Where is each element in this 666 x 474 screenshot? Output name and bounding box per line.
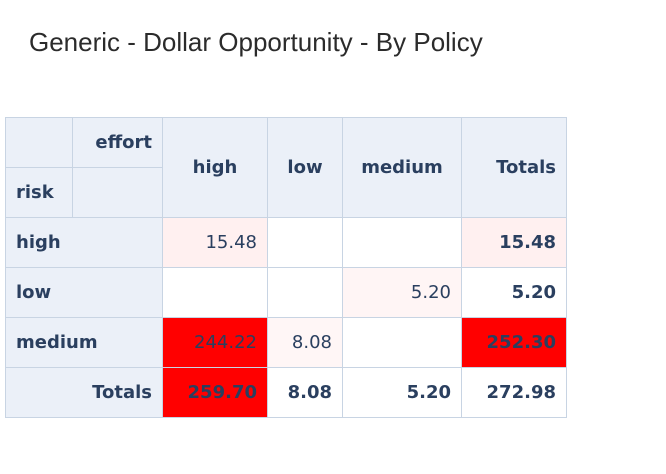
row-field: risk — [5, 167, 73, 218]
cell — [162, 267, 268, 318]
cell: 272.98 — [461, 367, 567, 418]
cell — [267, 217, 343, 268]
header-row: effort high low medium Totals — [5, 117, 567, 218]
table-row: high 15.48 15.48 — [5, 217, 567, 268]
cell: 5.20 — [342, 267, 462, 318]
header-row: risk — [5, 167, 567, 218]
cell: 15.48 — [461, 217, 567, 268]
cell — [342, 317, 462, 368]
cell: 8.08 — [267, 317, 343, 368]
row-header: low — [5, 267, 163, 318]
column-header: Totals — [461, 117, 567, 218]
cell: 252.30 — [461, 317, 567, 368]
cell: 8.08 — [267, 367, 343, 418]
table-row: medium 244.22 8.08 252.30 — [5, 317, 567, 368]
column-header: low — [267, 117, 343, 218]
cell: 259.70 — [162, 367, 268, 418]
pivot-table: effort high low medium Totals risk high 15.48 15… — [5, 117, 567, 418]
row-header: medium — [5, 317, 163, 368]
cell — [267, 267, 343, 318]
column-header: medium — [342, 117, 462, 218]
column-field: effort — [72, 117, 163, 168]
table-row: Totals 259.70 8.08 5.20 272.98 — [5, 367, 567, 418]
table-row: low 5.20 5.20 — [5, 267, 567, 318]
cell: 5.20 — [342, 367, 462, 418]
row-header: high — [5, 217, 163, 268]
title: Generic - Dollar Opportunity - By Policy — [29, 27, 483, 57]
cell — [342, 217, 462, 268]
corner — [5, 117, 73, 168]
cell: 5.20 — [461, 267, 567, 318]
cell: 15.48 — [162, 217, 268, 268]
cell: 244.22 — [162, 317, 268, 368]
row-header: Totals — [5, 367, 163, 418]
column-header: high — [162, 117, 268, 218]
corner — [72, 167, 163, 218]
